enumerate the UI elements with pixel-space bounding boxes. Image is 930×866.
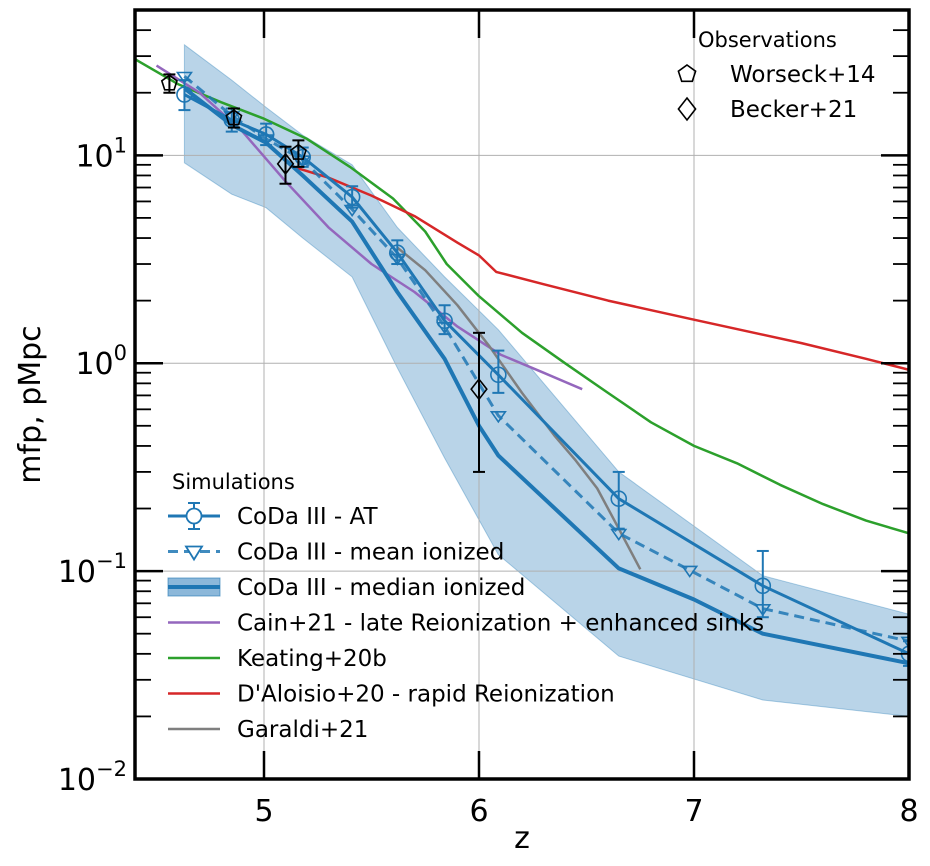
legend-layer: Observations Worseck+14 Becker+21 Simulatio… bbox=[167, 28, 876, 743]
becker-point-0 bbox=[276, 152, 295, 176]
x-tick-label-8: 8 bbox=[899, 794, 918, 829]
observations-layer bbox=[160, 73, 488, 473]
coda-at-point-6 bbox=[436, 312, 453, 330]
worseck-point-0 bbox=[160, 74, 178, 91]
legend-label-garaldi: Garaldi+21 bbox=[237, 717, 368, 743]
coda-mean-point-0 bbox=[175, 71, 193, 84]
worseck-point-2 bbox=[289, 143, 307, 160]
y-tick-base: 10 bbox=[58, 763, 96, 798]
y-tick-exponent: 1 bbox=[114, 133, 127, 157]
x-axis-title: z bbox=[514, 821, 530, 856]
legend-label-becker: Becker+21 bbox=[730, 97, 857, 123]
line-keating bbox=[135, 58, 909, 535]
legend-label-coda_at: CoDa III - AT bbox=[237, 504, 378, 530]
coda-at-point-7 bbox=[490, 366, 507, 384]
becker-point-1 bbox=[470, 377, 488, 401]
series-layer bbox=[135, 58, 909, 667]
coda-at-point-3 bbox=[294, 148, 312, 166]
legend-marker-becker bbox=[677, 96, 697, 122]
y-tick-label-−1: 10−1 bbox=[58, 549, 127, 590]
coda-at-point-4 bbox=[343, 188, 361, 206]
y-tick-base: 10 bbox=[75, 347, 113, 382]
x-tick-label-5: 5 bbox=[254, 794, 273, 829]
y-tick-label-1: 101 bbox=[75, 133, 127, 174]
y-tick-base: 10 bbox=[75, 139, 113, 174]
y-tick-label-0: 100 bbox=[75, 341, 127, 382]
coda-at-point-0 bbox=[176, 86, 193, 103]
observations-legend-title: Observations bbox=[698, 28, 837, 52]
coda-at-point-2 bbox=[257, 126, 275, 143]
legend-marker-coda_at bbox=[185, 507, 203, 525]
y-tick-exponent: 0 bbox=[114, 341, 127, 365]
legend-label-cain: Cain+21 - late Reionization + enhanced s… bbox=[237, 611, 764, 637]
worseck-point-1 bbox=[225, 109, 243, 126]
y-tick-exponent: −2 bbox=[96, 757, 127, 781]
y-tick-base: 10 bbox=[58, 555, 96, 590]
legend-label-worseck: Worseck+14 bbox=[730, 62, 876, 88]
legend-label-keating: Keating+20b bbox=[237, 646, 387, 672]
y-tick-exponent: −1 bbox=[96, 549, 127, 573]
coda-mean-point-7 bbox=[489, 410, 507, 424]
legend-label-coda_mean: CoDa III - mean ionized bbox=[237, 540, 504, 566]
coda-at-point-5 bbox=[388, 244, 406, 262]
legend-marker-worseck bbox=[677, 64, 697, 83]
plot-frame bbox=[133, 8, 911, 781]
legend-label-daloisio: D'Aloisio+20 - rapid Reionization bbox=[237, 682, 615, 708]
coda-at-point-8 bbox=[610, 490, 628, 507]
y-tick-label-−2: 10−2 bbox=[58, 757, 127, 798]
legend-label-coda_median: CoDa III - median ionized bbox=[237, 575, 525, 601]
legend-marker-coda_mean bbox=[184, 545, 204, 562]
x-tick-label-6: 6 bbox=[469, 794, 488, 829]
coda-at-point-9 bbox=[754, 577, 772, 595]
x-tick-label-7: 7 bbox=[684, 794, 703, 829]
coda-mean-point-11 bbox=[900, 636, 909, 649]
simulations-legend-title: Simulations bbox=[172, 470, 295, 494]
y-axis-title: mfp, pMpc bbox=[13, 325, 48, 483]
coda-mean-point-9 bbox=[681, 565, 699, 578]
line-daloisio bbox=[289, 164, 909, 372]
